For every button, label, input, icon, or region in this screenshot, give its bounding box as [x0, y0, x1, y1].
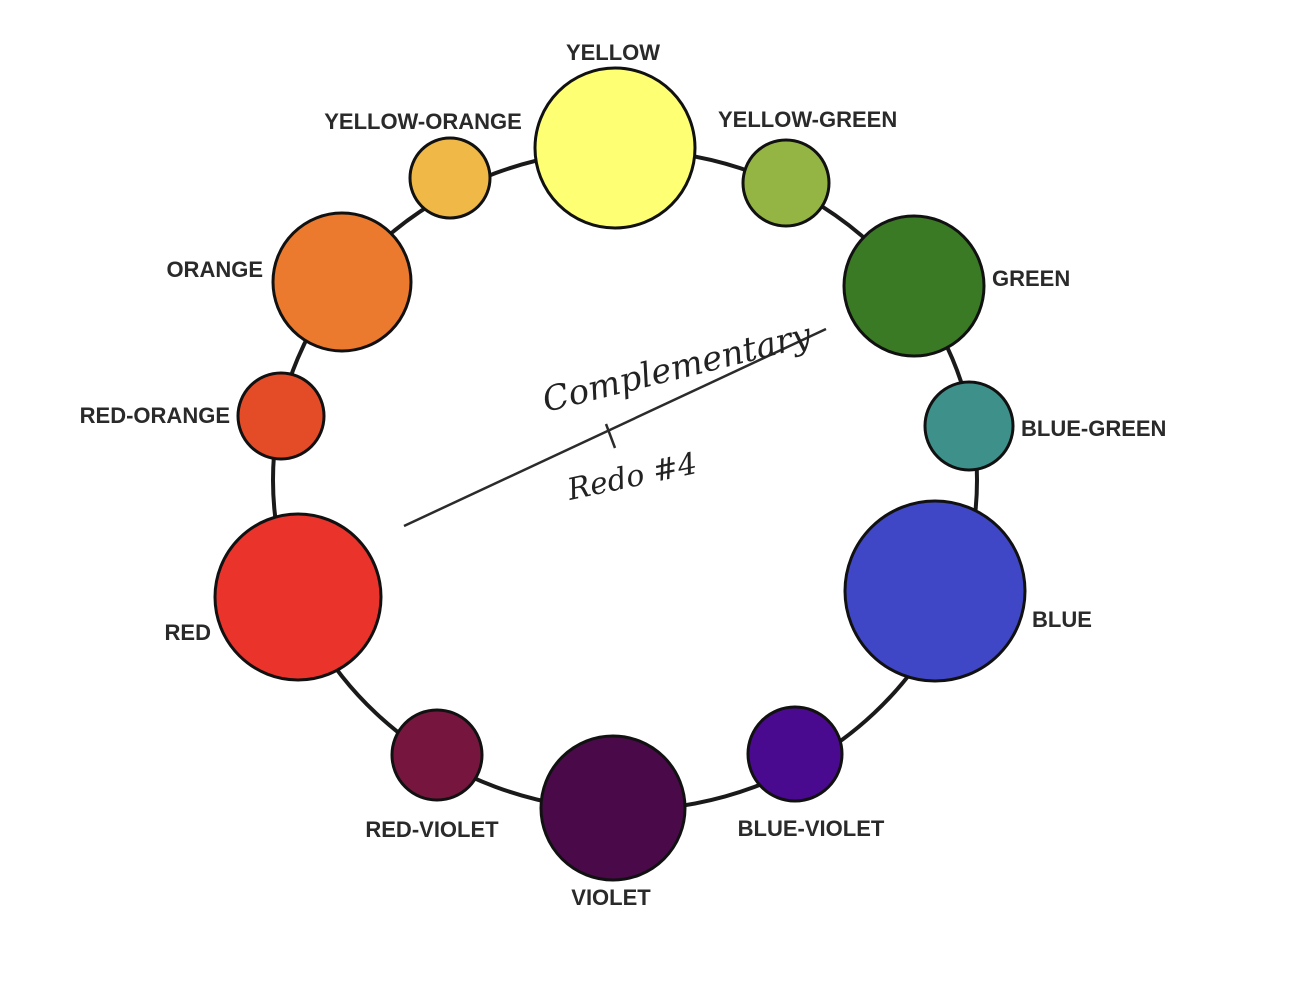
label-yellow-orange: YELLOW-ORANGE	[324, 109, 522, 134]
label-yellow-green: YELLOW-GREEN	[718, 107, 897, 132]
label-red-violet: RED-VIOLET	[365, 817, 499, 842]
label-orange: ORANGE	[166, 257, 263, 282]
circle-blue-green	[923, 380, 1015, 472]
handwritten-annotation: Complementary Redo #4	[403, 315, 827, 528]
circle-blue	[843, 499, 1027, 683]
label-blue: BLUE	[1032, 607, 1092, 632]
color-labels: YELLOW YELLOW-GREEN GREEN BLUE-GREEN BLU…	[80, 40, 1167, 910]
label-blue-violet: BLUE-VIOLET	[738, 816, 885, 841]
circle-yellow-orange	[408, 136, 492, 220]
circle-red	[213, 512, 383, 682]
annotation-complementary: Complementary	[539, 315, 816, 421]
label-violet: VIOLET	[571, 885, 651, 910]
label-blue-green: BLUE-GREEN	[1021, 416, 1166, 441]
circle-yellow	[533, 66, 697, 230]
color-circles	[213, 66, 1027, 882]
annotation-tick	[604, 423, 617, 449]
circle-green	[842, 214, 986, 358]
label-red-orange: RED-ORANGE	[80, 403, 230, 428]
circle-red-orange	[236, 371, 326, 461]
complementary-line	[403, 327, 827, 528]
circle-blue-violet	[746, 705, 844, 803]
label-red: RED	[165, 620, 211, 645]
circle-yellow-green	[741, 138, 831, 228]
label-yellow: YELLOW	[566, 40, 660, 65]
circle-red-violet	[390, 708, 484, 802]
annotation-redo: Redo #4	[563, 446, 700, 508]
circle-violet	[539, 734, 687, 882]
circle-orange	[271, 211, 413, 353]
label-green: GREEN	[992, 266, 1070, 291]
